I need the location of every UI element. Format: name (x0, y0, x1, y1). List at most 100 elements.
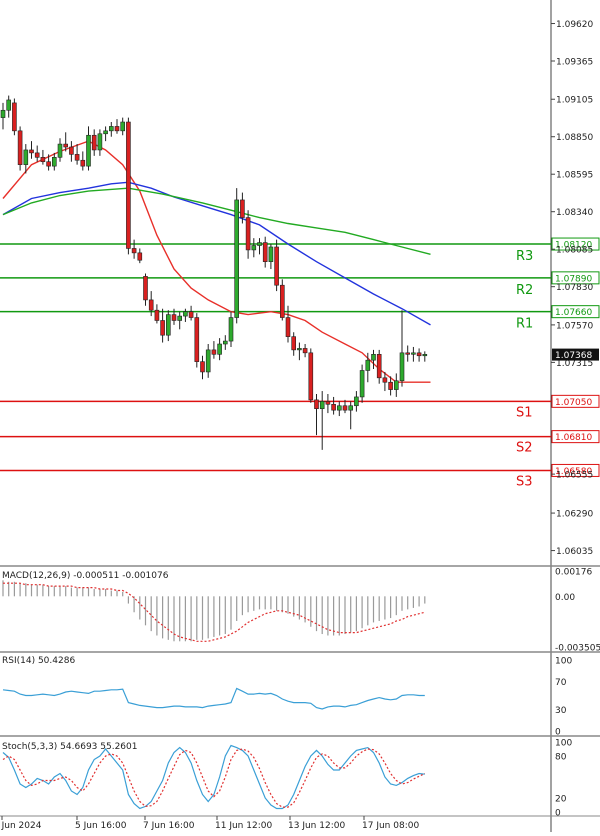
candle (40, 149, 46, 165)
candle (12, 98, 17, 136)
candle (34, 145, 40, 162)
candle-body-down (211, 349, 217, 355)
candle-body-up (365, 359, 371, 371)
candle-body-down (262, 242, 268, 262)
stoch-pane: Stoch(5,3,3) 54.6693 55.2601 100 80 20 0 (2, 739, 572, 819)
time-axis: 3 Jun 2024 5 Jun 16:00 7 Jun 16:00 11 Jun 1… (0, 816, 419, 831)
candle (211, 341, 217, 359)
candle (0, 102, 6, 130)
candle (325, 393, 331, 414)
macd-tick-label: 0.00 (555, 593, 575, 603)
candle-body-up (109, 126, 114, 132)
candle-body-down (274, 246, 279, 286)
candle-body-down (46, 161, 51, 167)
time-label: 5 Jun 16:00 (75, 821, 127, 831)
candle (91, 129, 97, 156)
candle (6, 95, 11, 118)
candle (314, 393, 319, 436)
candle-body-up (6, 99, 11, 111)
candle (126, 117, 131, 255)
candle-body-up (371, 354, 376, 361)
candle (17, 126, 23, 171)
candle (80, 151, 86, 171)
current-price-label: 1.07368 (555, 351, 592, 361)
candle (291, 332, 297, 356)
candle-body-down (302, 348, 308, 354)
candle-body-up (297, 348, 302, 351)
candle (57, 138, 63, 162)
candle (23, 144, 29, 174)
candle-body-up (177, 315, 182, 321)
level-price-box (551, 237, 600, 251)
candle (183, 308, 188, 322)
candle (103, 126, 108, 142)
rsi-tick-label: 70 (555, 678, 567, 688)
candle-body-down (34, 152, 40, 158)
candles (0, 95, 428, 450)
candle (148, 291, 154, 317)
candle-body-up (120, 121, 125, 132)
candle (274, 239, 279, 292)
candle (376, 349, 382, 384)
price-tick-label: 1.09620 (556, 20, 593, 30)
candle-body-down (91, 134, 97, 151)
candle (308, 348, 314, 403)
level-price-box (551, 430, 600, 444)
candle-body-down (405, 352, 411, 355)
macd-pane: MACD(12,26,9) -0.000511 -0.001076 0.00176… (2, 567, 600, 653)
candle-body-down (285, 317, 291, 337)
level-price-label: 1.07050 (555, 398, 592, 408)
candle-body-down (188, 311, 194, 318)
candle-body-down (388, 381, 393, 390)
price-tick-label: 1.09365 (556, 58, 593, 68)
candle (342, 399, 348, 414)
candle (131, 239, 137, 259)
candle (228, 311, 234, 347)
candle (86, 126, 91, 171)
candle-body-up (257, 242, 262, 246)
candle-body-up (268, 246, 274, 262)
candle (29, 141, 34, 159)
time-label: 3 Jun 2024 (0, 821, 42, 831)
rsi-tick-label: 30 (555, 706, 567, 716)
candle-body-up (319, 401, 325, 409)
stoch-k-line (2, 744, 425, 810)
rsi-title: RSI(14) 50.4286 (2, 656, 75, 666)
candle-body-down (342, 405, 348, 411)
candle (143, 273, 148, 306)
support-resistance-levels: 1.08120 R3 1.07890 R2 1.07660 R1 1.07050 S1 1.06… (0, 237, 600, 489)
candle (262, 236, 268, 268)
rsi-pane: RSI(14) 50.4286 100 70 30 0 (2, 656, 572, 738)
level-name-r2: R2 (516, 283, 533, 298)
candle-body-down (160, 320, 165, 336)
candle (251, 238, 257, 258)
candle-body-down (80, 159, 86, 167)
candle (200, 355, 205, 380)
candle-body-up (205, 349, 211, 373)
level-price-label: 1.07660 (555, 308, 592, 318)
candle (69, 141, 74, 162)
price-tick-label: 1.06290 (556, 510, 593, 520)
level-name-s3: S3 (516, 474, 533, 489)
candle-body-down (143, 276, 148, 301)
candle (411, 346, 416, 362)
candle-body-down (382, 377, 388, 383)
candle (63, 132, 69, 152)
level-price-box (551, 394, 600, 408)
moving-averages (2, 140, 431, 383)
candle (268, 244, 274, 270)
candle-body-down (331, 403, 336, 411)
candle (217, 338, 222, 361)
candle-body-up (217, 343, 222, 355)
candle-body-down (12, 102, 17, 132)
candle (388, 376, 393, 396)
candle-body-down (29, 149, 34, 154)
candle-body-down (245, 217, 251, 251)
candle (171, 308, 177, 325)
candle (194, 313, 200, 368)
current-price-box (552, 348, 599, 361)
candle-body-down (416, 352, 422, 357)
